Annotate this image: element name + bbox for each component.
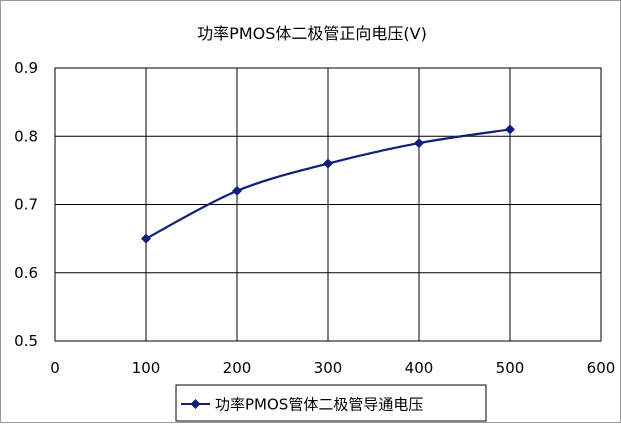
- data-point-marker: [414, 138, 424, 149]
- x-tick-label: 300: [314, 359, 343, 377]
- y-tick-label: 0.8: [14, 127, 38, 145]
- chart-title: 功率PMOS体二极管正向电压(V): [197, 24, 427, 43]
- x-tick-label: 400: [405, 359, 434, 377]
- data-point-marker: [141, 233, 151, 244]
- y-tick-label: 0.7: [14, 196, 38, 214]
- legend-label: 功率PMOS管体二极管导通电压: [215, 396, 423, 414]
- x-tick-label: 100: [132, 359, 161, 377]
- legend: 功率PMOS管体二极管导通电压: [175, 384, 487, 422]
- data-point-marker: [232, 185, 242, 196]
- series-layer: [141, 124, 515, 244]
- x-tick-label: 500: [496, 359, 525, 377]
- data-point-marker: [323, 158, 333, 169]
- y-tick-label: 0.6: [14, 264, 38, 282]
- plot-area-border: [54, 67, 602, 342]
- y-tick-label: 0.9: [14, 59, 38, 77]
- x-tick-label: 200: [223, 359, 252, 377]
- x-tick-label: 0: [50, 359, 60, 377]
- legend-box: [175, 384, 487, 422]
- x-tick-label: 600: [587, 359, 616, 377]
- legend-diamond-marker: [190, 399, 201, 409]
- y-tick-label: 0.5: [14, 332, 38, 350]
- data-point-marker: [505, 124, 515, 135]
- tick-label-layer: 0 100 200 300 400 500 600 0.5 0.6 0.7 0.8 0.9: [14, 59, 615, 377]
